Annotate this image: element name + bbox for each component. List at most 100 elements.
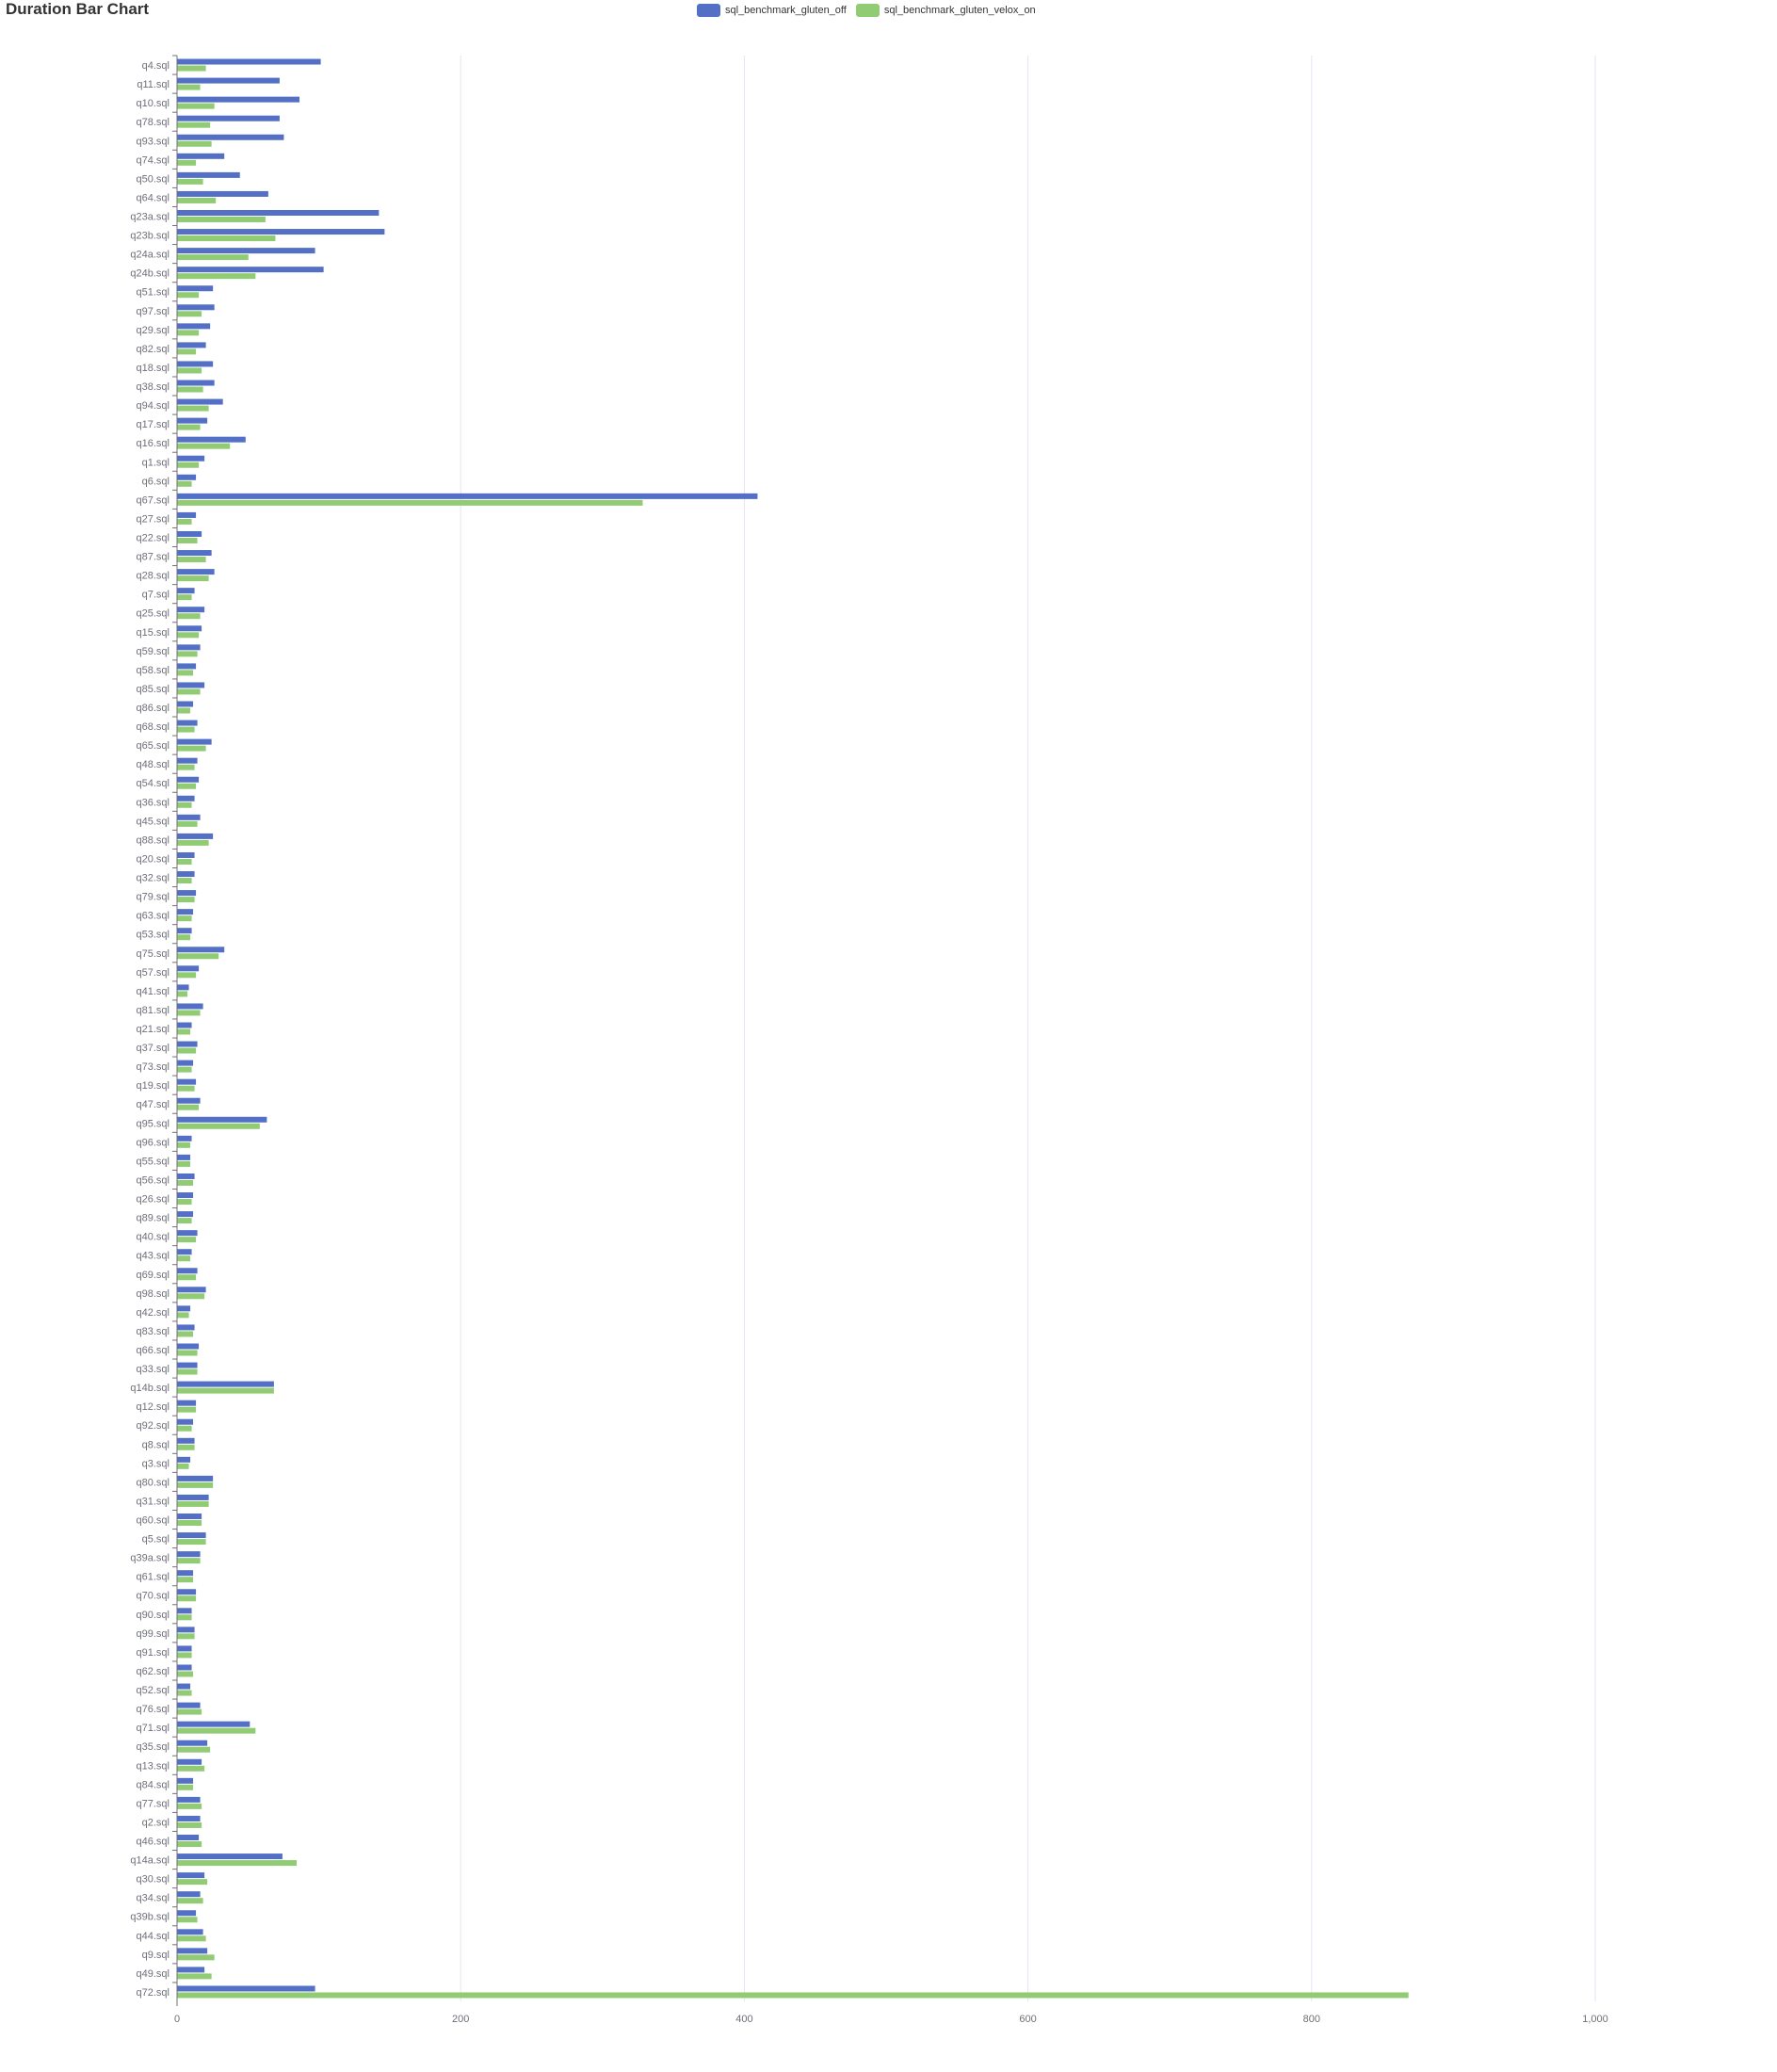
y-tick-label: q33.sql — [137, 1364, 170, 1375]
bar-gluten-off — [177, 1835, 200, 1841]
bar-gluten-off — [177, 1022, 192, 1028]
bar-gluten-velox-on — [177, 1595, 197, 1602]
y-tick-label: q81.sql — [137, 1005, 170, 1016]
y-tick-label: q1.sql — [142, 457, 170, 468]
bar-gluten-velox-on — [177, 670, 194, 676]
bar-gluten-velox-on — [177, 707, 191, 714]
bar-gluten-off — [177, 1532, 206, 1539]
bar-gluten-velox-on — [177, 1047, 197, 1054]
legend-swatch-gluten-velox-on — [855, 4, 880, 17]
bar-gluten-velox-on — [177, 1237, 197, 1243]
bar-gluten-velox-on — [177, 839, 209, 846]
bar-gluten-off — [177, 1268, 198, 1274]
bar-gluten-off — [177, 1192, 194, 1199]
bar-gluten-off — [177, 1362, 198, 1368]
bar-gluten-off — [177, 1815, 201, 1821]
y-tick-label: q65.sql — [137, 740, 170, 752]
bar-gluten-off — [177, 1211, 194, 1218]
y-tick-label: q79.sql — [137, 892, 170, 903]
bar-gluten-off — [177, 417, 208, 424]
legend-swatch-gluten-off — [697, 4, 720, 17]
bar-gluten-velox-on — [177, 1821, 202, 1828]
y-tick-label: q40.sql — [137, 1232, 170, 1243]
bar-gluten-velox-on — [177, 330, 200, 336]
y-tick-label: q64.sql — [137, 192, 170, 203]
legend: sql_benchmark_gluten_off sql_benchmark_g… — [697, 4, 1036, 17]
y-tick-label: q34.sql — [137, 1893, 170, 1904]
bar-gluten-off — [177, 361, 214, 367]
y-tick-label: q21.sql — [137, 1024, 170, 1035]
x-tick-label: 200 — [452, 2014, 469, 2025]
legend-item-gluten-off[interactable]: sql_benchmark_gluten_off — [697, 4, 847, 17]
bar-gluten-off — [177, 1891, 201, 1898]
y-tick-label: q89.sql — [137, 1213, 170, 1224]
bar-gluten-velox-on — [177, 1179, 194, 1186]
y-tick-label: q58.sql — [137, 665, 170, 676]
y-tick-label: q17.sql — [137, 419, 170, 430]
legend-label-gluten-off: sql_benchmark_gluten_off — [725, 5, 847, 16]
bar-gluten-off — [177, 1664, 192, 1671]
bar-gluten-off — [177, 682, 205, 688]
bar-gluten-velox-on — [177, 820, 198, 827]
bar-gluten-off — [177, 851, 195, 858]
bar-gluten-off — [177, 1740, 208, 1746]
x-tick-label: 0 — [174, 2014, 180, 2025]
bar-gluten-off — [177, 267, 324, 273]
bar-gluten-velox-on — [177, 1633, 195, 1640]
bar-gluten-off — [177, 1287, 206, 1293]
bar-gluten-off — [177, 190, 268, 197]
bar-gluten-off — [177, 153, 225, 159]
y-tick-label: q19.sql — [137, 1080, 170, 1092]
bar-gluten-off — [177, 890, 197, 897]
y-tick-label: q28.sql — [137, 571, 170, 582]
bar-gluten-velox-on — [177, 311, 202, 317]
bar-gluten-velox-on — [177, 1255, 191, 1262]
bar-gluten-off — [177, 1437, 195, 1444]
bar-gluten-off — [177, 1324, 195, 1331]
bar-gluten-off — [177, 1456, 191, 1463]
bar-gluten-velox-on — [177, 1312, 189, 1319]
bar-gluten-off — [177, 795, 195, 801]
bar-gluten-velox-on — [177, 1463, 189, 1469]
bar-gluten-velox-on — [177, 1500, 209, 1507]
bar-gluten-velox-on — [177, 1973, 212, 1980]
bar-gluten-velox-on — [177, 292, 200, 299]
y-tick-label: q36.sql — [137, 797, 170, 808]
bar-gluten-velox-on — [177, 121, 211, 128]
y-tick-label: q94.sql — [137, 400, 170, 412]
bar-gluten-off — [177, 1985, 315, 1992]
bar-gluten-off — [177, 1078, 197, 1085]
bar-gluten-off — [177, 436, 246, 443]
y-tick-label: q39b.sql — [130, 1912, 170, 1923]
y-tick-label: q26.sql — [137, 1194, 170, 1206]
bar-gluten-velox-on — [177, 348, 197, 355]
bar-gluten-off — [177, 171, 240, 178]
y-tick-label: q84.sql — [137, 1779, 170, 1790]
y-tick-label: q8.sql — [142, 1439, 170, 1450]
bar-gluten-velox-on — [177, 726, 195, 733]
bar-gluten-velox-on — [177, 1917, 198, 1923]
bar-gluten-velox-on — [177, 1708, 202, 1715]
bar-gluten-off — [177, 1097, 201, 1104]
y-tick-label: q71.sql — [137, 1723, 170, 1734]
bar-gluten-off — [177, 871, 195, 878]
bar-gluten-velox-on — [177, 1652, 192, 1659]
bar-gluten-velox-on — [177, 254, 249, 261]
bar-gluten-velox-on — [177, 1085, 195, 1092]
y-tick-label: q61.sql — [137, 1572, 170, 1583]
y-tick-label: q4.sql — [142, 60, 170, 72]
y-tick-label: q87.sql — [137, 552, 170, 563]
y-tick-label: q88.sql — [137, 834, 170, 846]
legend-item-gluten-velox-on[interactable]: sql_benchmark_gluten_velox_on — [855, 4, 1036, 17]
bar-gluten-velox-on — [177, 897, 195, 903]
bar-gluten-off — [177, 285, 214, 292]
bar-gluten-off — [177, 1381, 274, 1387]
bar-gluten-off — [177, 1702, 201, 1708]
bar-gluten-off — [177, 380, 215, 386]
bar-gluten-velox-on — [177, 991, 188, 997]
bar-gluten-velox-on — [177, 1727, 256, 1734]
bar-gluten-off — [177, 701, 194, 707]
bar-gluten-velox-on — [177, 1765, 205, 1772]
bar-gluten-off — [177, 1494, 209, 1500]
y-tick-label: q93.sql — [137, 136, 170, 147]
